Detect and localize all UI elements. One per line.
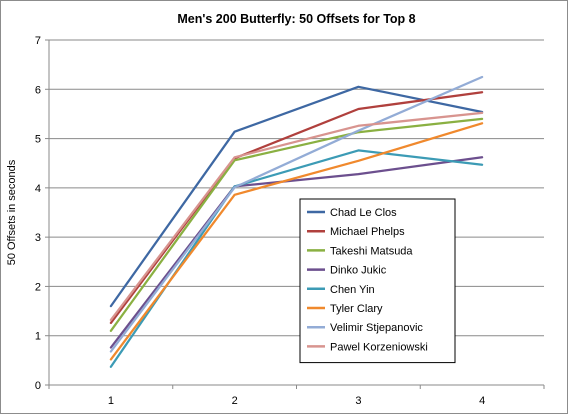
- legend-box: [299, 198, 456, 364]
- axes: [45, 39, 545, 389]
- y-axis-label: 50 Offsets in seconds: [6, 159, 18, 265]
- legend-entry: Chen Yin: [330, 284, 375, 296]
- series-line: [109, 91, 484, 325]
- series-line: [109, 111, 484, 322]
- y-tick-labels: 0 1 2 3 4 5 6 7: [35, 35, 41, 392]
- y-tick-label: 0: [35, 380, 41, 392]
- legend-entry: Chad Le Clos: [330, 207, 397, 219]
- legend-entry: Takeshi Matsuda: [330, 245, 413, 257]
- series-line: [109, 75, 484, 353]
- x-tick-label: 4: [479, 395, 485, 407]
- chart-title: Men's 200 Butterfly: 50 Offsets for Top …: [177, 12, 415, 26]
- legend: Chad Le Clos Michael Phelps Takeshi Matsud…: [299, 198, 456, 364]
- legend-entry: Dinko Jukic: [330, 265, 387, 277]
- y-tick-label: 2: [35, 281, 41, 293]
- series-line: [109, 85, 484, 308]
- x-tick-label: 3: [355, 395, 361, 407]
- series-line: [109, 117, 484, 332]
- series-lines: [109, 75, 484, 368]
- y-tick-label: 1: [35, 331, 41, 343]
- x-tick-label: 2: [232, 395, 238, 407]
- x-tick-labels: 1 2 3 4: [108, 395, 485, 407]
- legend-entry: Velimir Stjepanovic: [330, 322, 423, 334]
- x-tick-label: 1: [108, 395, 114, 407]
- y-tick-label: 7: [35, 35, 41, 47]
- series-line: [109, 122, 484, 361]
- y-tick-label: 4: [35, 183, 41, 195]
- y-tick-label: 3: [35, 232, 41, 244]
- gridlines: [49, 39, 544, 337]
- series-line: [109, 156, 484, 349]
- y-tick-label: 6: [35, 84, 41, 96]
- legend-entry: Tyler Clary: [330, 303, 383, 315]
- legend-entry: Michael Phelps: [330, 226, 405, 238]
- y-tick-label: 5: [35, 134, 41, 146]
- legend-entry: Pawel Korzeniowski: [330, 341, 428, 353]
